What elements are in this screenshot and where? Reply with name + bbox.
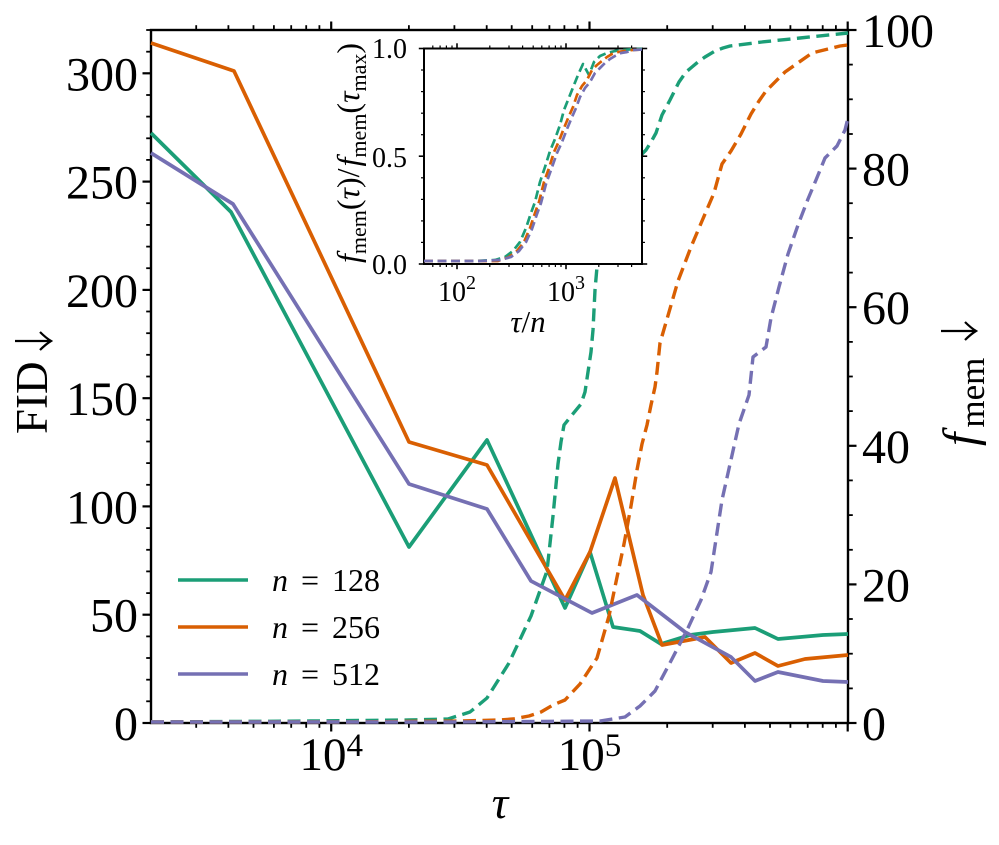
svg-text:n = 256: n = 256 <box>272 609 380 645</box>
svg-text:300: 300 <box>66 48 138 101</box>
svg-text:τ: τ <box>492 777 510 828</box>
svg-text:250: 250 <box>66 157 138 210</box>
svg-text:40: 40 <box>862 421 910 474</box>
svg-text:100: 100 <box>66 481 138 534</box>
svg-text:n = 128: n = 128 <box>272 562 380 598</box>
svg-text:20: 20 <box>862 559 910 612</box>
svg-text:n = 512: n = 512 <box>272 656 380 692</box>
svg-text:0.5: 0.5 <box>372 143 407 174</box>
svg-text:80: 80 <box>862 144 910 197</box>
svg-text:60: 60 <box>862 282 910 335</box>
svg-text:50: 50 <box>90 590 138 643</box>
svg-text:100: 100 <box>862 5 934 58</box>
svg-text:150: 150 <box>66 373 138 426</box>
svg-text:0: 0 <box>862 698 886 751</box>
svg-text:FID: FID <box>7 361 57 434</box>
svg-text:200: 200 <box>66 265 138 318</box>
svg-text:0: 0 <box>114 698 138 751</box>
svg-text:τ/n: τ/n <box>510 304 545 339</box>
svg-text:1.0: 1.0 <box>372 34 407 65</box>
svg-text:0.0: 0.0 <box>372 250 407 281</box>
svg-text:103: 103 <box>547 272 585 308</box>
